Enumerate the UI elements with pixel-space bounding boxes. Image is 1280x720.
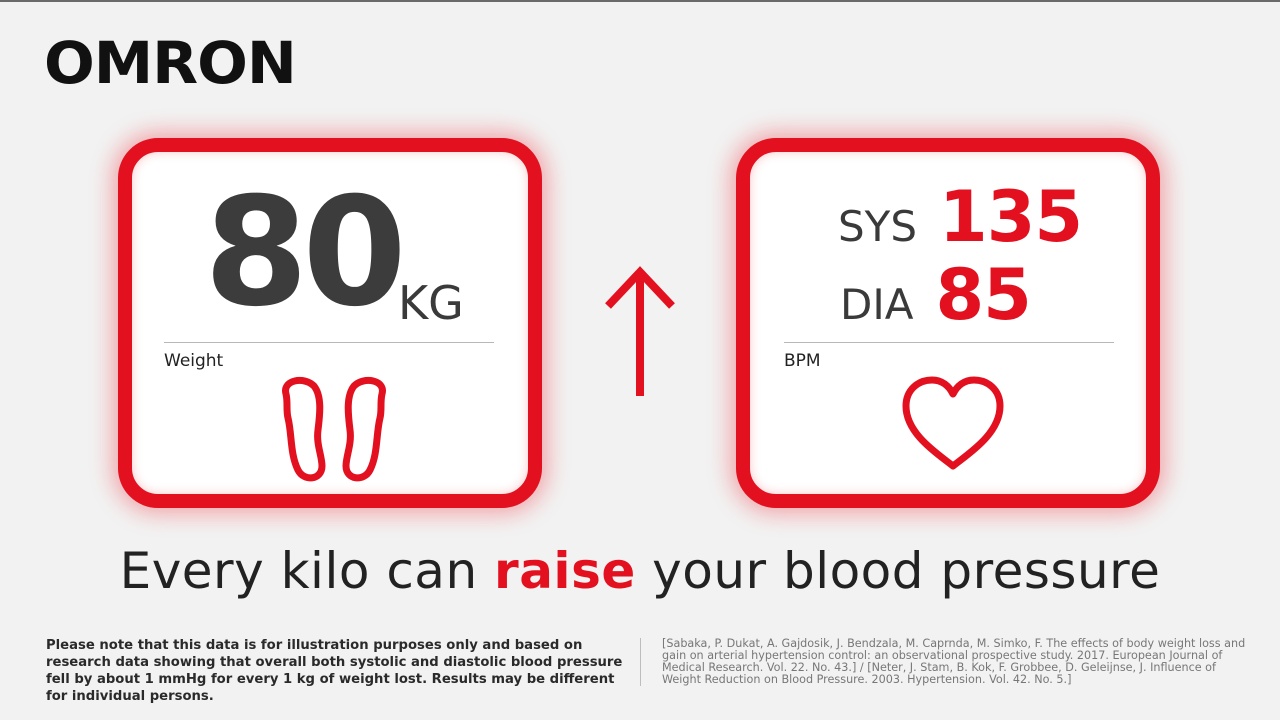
arrow-up-icon [605, 266, 675, 396]
disclaimer-text: Please note that this data is for illust… [46, 638, 623, 704]
systolic-row: SYS 135 [838, 176, 1083, 258]
diastolic-label: DIA [840, 280, 914, 329]
feet-icon [282, 376, 386, 482]
weight-divider [164, 342, 494, 343]
weight-unit: KG [398, 276, 464, 330]
diastolic-value: 85 [935, 254, 1031, 336]
footer-separator [640, 638, 641, 686]
diastolic-row: DIA 85 [840, 254, 1032, 336]
references-text: [Sabaka, P. Dukat, A. Gajdosik, J. Bendz… [662, 637, 1246, 686]
weight-value: 80 [204, 166, 407, 340]
top-border-line [0, 0, 1280, 2]
systolic-value: 135 [938, 176, 1083, 258]
weight-card: 80 KG Weight [118, 138, 542, 508]
bp-divider [784, 342, 1114, 343]
tagline-emphasis: raise [494, 542, 636, 600]
tagline: Every kilo can raise your blood pressure [0, 546, 1280, 596]
bpm-label: BPM [784, 351, 821, 371]
heart-icon [902, 376, 1004, 470]
tagline-after: your blood pressure [635, 542, 1161, 600]
blood-pressure-card: SYS 135 DIA 85 BPM [736, 138, 1160, 508]
systolic-label: SYS [838, 202, 917, 251]
weight-label: Weight [164, 351, 224, 371]
tagline-before: Every kilo can [119, 542, 495, 600]
omron-logo: OMRON [44, 29, 297, 97]
